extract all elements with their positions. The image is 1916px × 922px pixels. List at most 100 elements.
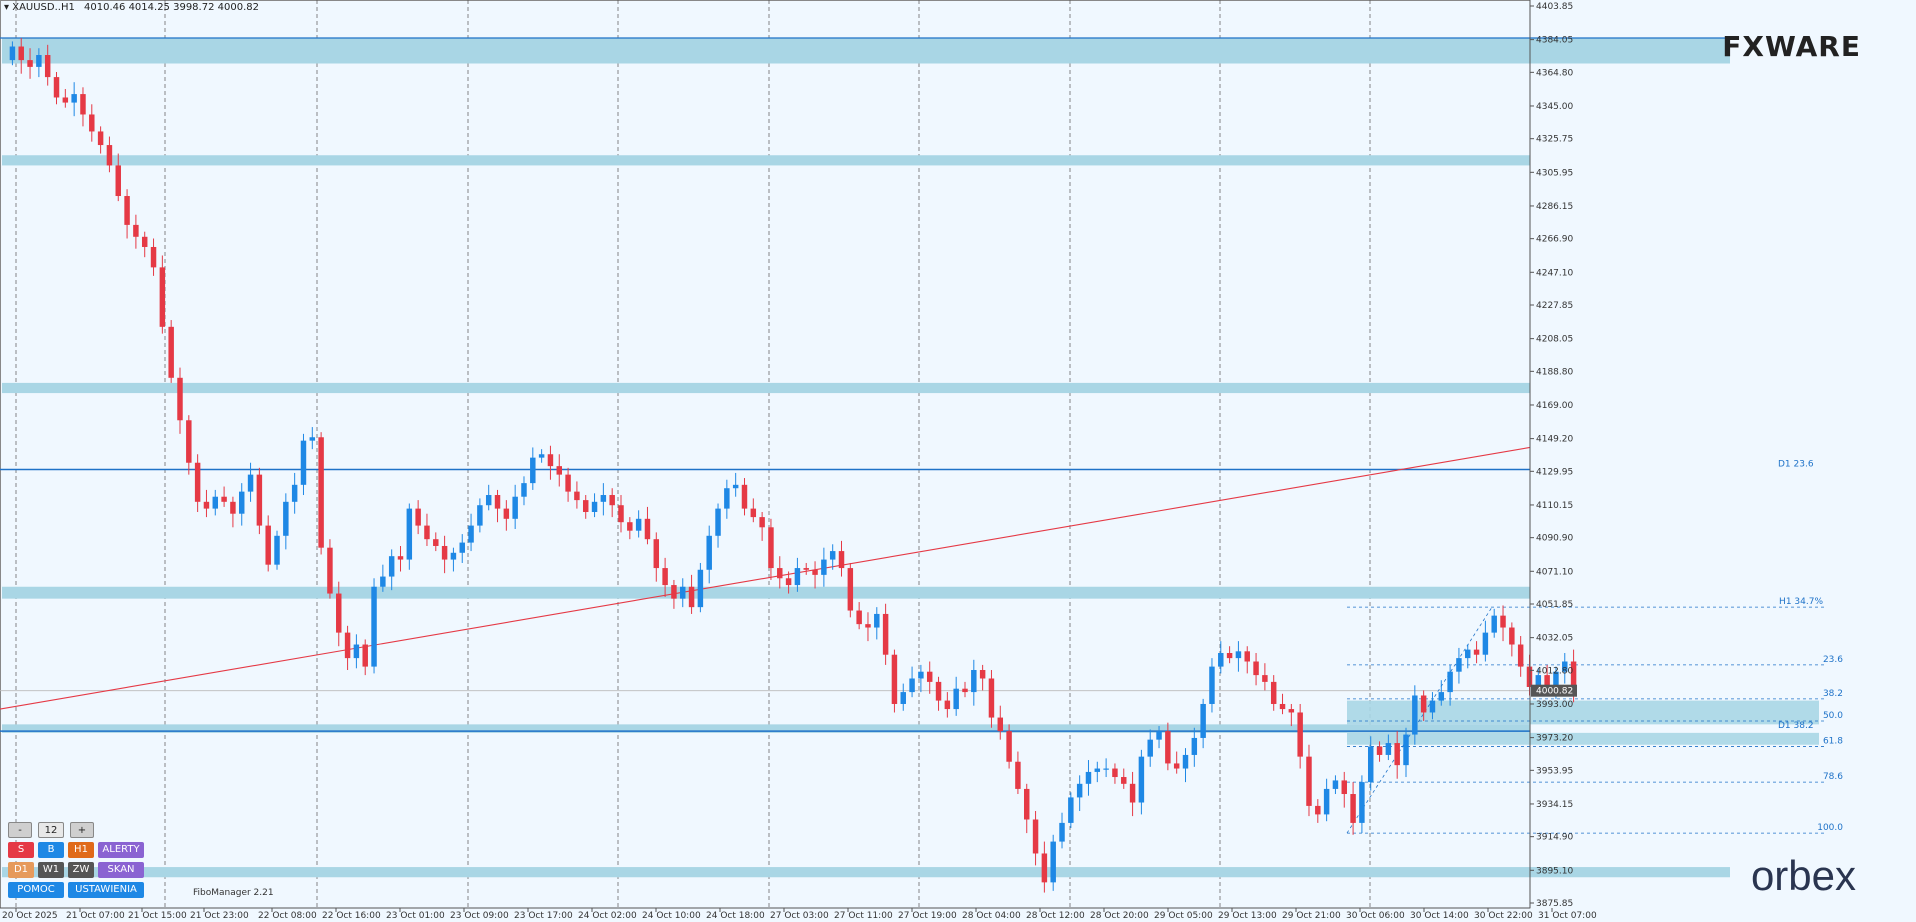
fib-level-label: 23.6 [1823, 655, 1843, 665]
buy-button[interactable]: B [38, 842, 64, 858]
candle-body [485, 495, 492, 506]
fib-level-label: 61.8 [1823, 736, 1843, 746]
count-field[interactable]: 12 [38, 822, 64, 838]
candle-body [724, 488, 730, 509]
candle-body [803, 568, 809, 570]
candle-body [1359, 782, 1365, 823]
candle-body [627, 522, 633, 531]
time-tick-label: 24 Oct 10:00 [642, 911, 701, 921]
price-tick-label: 3895.10 [1536, 866, 1573, 876]
d1-button[interactable]: D1 [8, 862, 34, 878]
h1-button[interactable]: H1 [68, 842, 94, 858]
candle-body [1517, 644, 1524, 667]
price-tick-label: 4071.10 [1536, 567, 1573, 577]
candle-body [353, 644, 360, 659]
trend-line [0, 446, 1531, 710]
candle-body [1394, 743, 1400, 766]
candle-body [1006, 731, 1012, 762]
candle-body [812, 569, 818, 575]
time-tick-label: 29 Oct 13:00 [1218, 911, 1277, 921]
candle-body [327, 547, 333, 594]
candle-body [821, 559, 827, 575]
candle-body [441, 545, 448, 560]
candle-body [133, 224, 139, 237]
time-tick-label: 27 Oct 11:00 [834, 911, 893, 921]
candle-body [309, 437, 316, 441]
skan-button[interactable]: SKAN [98, 862, 144, 878]
d1-236-label: D1 23.6 [1778, 460, 1814, 470]
candle-body [582, 500, 589, 513]
fib-zone [1347, 732, 1819, 745]
price-tick-label: 3875.85 [1536, 899, 1573, 909]
candle-body [618, 505, 624, 523]
candle-body [124, 196, 130, 225]
candle-body [1244, 651, 1250, 662]
candle-body [27, 60, 33, 67]
fib-level-label: 38.2 [1823, 689, 1843, 699]
fib-level-label: 78.6 [1823, 772, 1843, 782]
pomoc-button[interactable]: POMOC [8, 882, 64, 898]
fibonacci-retracement: H1 34.7% 23.6 38.2 50.0 61.8 78.6 100.0 [1346, 597, 1843, 834]
candle-body [230, 501, 236, 514]
candle-body [732, 484, 739, 489]
candle-body [1103, 768, 1109, 770]
price-tick-label: 4384.05 [1536, 36, 1573, 46]
fib-level-label: 50.0 [1823, 711, 1843, 721]
candle-body [741, 484, 748, 509]
time-tick-label: 28 Oct 12:00 [1026, 911, 1085, 921]
alerty-button[interactable]: ALERTY [98, 842, 144, 858]
candle-body [221, 496, 227, 502]
candle-body [900, 692, 906, 704]
decrease-button[interactable]: - [8, 822, 32, 838]
candle-body [926, 671, 933, 682]
time-tick-label: 22 Oct 16:00 [322, 911, 381, 921]
candle-body [653, 539, 660, 569]
w1-button[interactable]: W1 [38, 862, 64, 878]
candle-body [503, 508, 510, 519]
time-tick-label: 31 Oct 07:00 [1538, 911, 1597, 921]
candle-body [336, 593, 342, 633]
candle-body [538, 454, 545, 458]
candle-body [1147, 739, 1153, 757]
candle-body [829, 551, 836, 560]
support-resistance-zones: D1 23.6 D1 38.2 [0, 37, 1819, 878]
price-tick-label: 4266.90 [1536, 235, 1573, 245]
candle-body [344, 632, 351, 659]
candle-body [1094, 768, 1101, 772]
candle-body [1156, 731, 1162, 740]
candle-body [1129, 783, 1136, 803]
increase-button[interactable]: + [70, 822, 94, 838]
ustawienia-button[interactable]: USTAWIENIA [68, 882, 144, 898]
zone-band [2, 586, 1530, 599]
candle-body [1015, 761, 1021, 789]
candle-body [1376, 746, 1383, 755]
candle-body [1403, 734, 1409, 766]
candle-body [1270, 681, 1277, 704]
candle-body [750, 508, 757, 518]
orbex-logo: orbex [1750, 852, 1856, 899]
collapse-triangle-icon[interactable]: ▾ [4, 2, 10, 13]
candle-body [62, 97, 69, 103]
time-tick-label: 24 Oct 18:00 [706, 911, 765, 921]
candle-body [1041, 853, 1048, 883]
time-tick-label: 29 Oct 21:00 [1282, 911, 1341, 921]
fxware-logo: FXWARE [1722, 30, 1861, 63]
candle-body [80, 94, 86, 115]
candle-body [1332, 780, 1339, 789]
price-tick-label: 4345.00 [1536, 102, 1573, 112]
candle-body [1350, 794, 1356, 823]
candle-body [239, 491, 245, 514]
sell-button[interactable]: S [8, 842, 34, 858]
candle-body [1138, 756, 1145, 803]
candle-body [194, 462, 201, 502]
trend-line-segment [0, 446, 1531, 710]
price-tick-label: 4129.95 [1536, 467, 1573, 477]
candle-body [397, 556, 404, 560]
candle-body [1218, 653, 1224, 667]
zw-button[interactable]: ZW [68, 862, 94, 878]
candle-body [1465, 649, 1471, 659]
candle-body [1500, 615, 1506, 628]
candle-body [715, 508, 721, 536]
time-tick-label: 21 Oct 07:00 [66, 911, 125, 921]
